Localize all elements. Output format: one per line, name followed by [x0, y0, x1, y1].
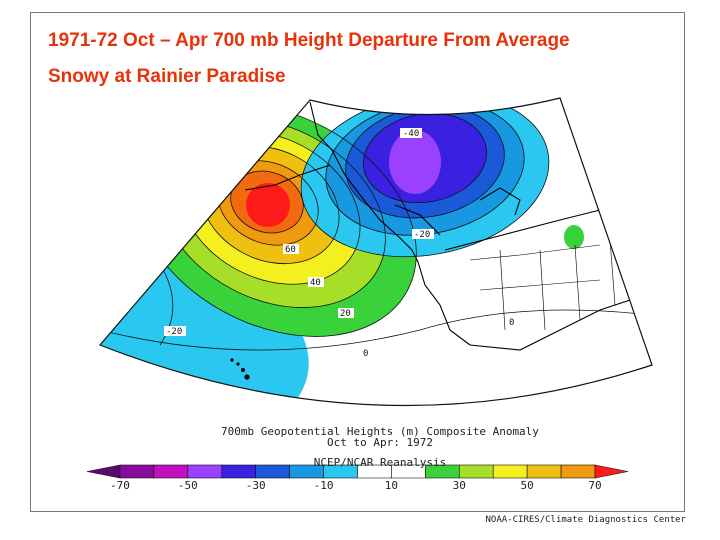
contour-label: 0	[509, 318, 514, 328]
coastlines	[244, 101, 651, 351]
contour-label: 0	[363, 349, 368, 359]
colorbar-tick-label: 50	[521, 479, 534, 492]
credit-text: NOAA-CIRES/Climate Diagnostics Center	[485, 515, 686, 525]
colorbar-tick-label: -10	[314, 479, 334, 492]
map-title: 1971-72 Oct – Apr 700 mb Height Departur…	[48, 30, 570, 51]
colorbar-tick-label: 10	[385, 479, 398, 492]
colorbar-tick-label: -70	[110, 479, 130, 492]
colorbar-tick-label: 70	[588, 479, 601, 492]
islands	[230, 358, 250, 380]
colorbar-tick-label: -30	[246, 479, 266, 492]
map-border	[98, 97, 653, 407]
caption-line-1: 700mb Geopotential Heights (m) Composite…	[221, 425, 539, 438]
contour-label: 40	[310, 278, 321, 288]
anomaly-field	[100, 98, 652, 406]
colorbar-right-arrow	[594, 464, 629, 479]
colorbar-segment	[119, 464, 155, 479]
colorbar: -70 -50 -30 -10 10 30 50 70	[86, 464, 629, 492]
colorbar-left-arrow	[86, 464, 121, 479]
caption-line-2: Oct to Apr: 1972	[327, 436, 433, 449]
state-borders	[469, 239, 616, 331]
contour-label: -20	[414, 230, 430, 240]
map-subtitle: Snowy at Rainier Paradise	[48, 66, 286, 87]
contour-label-group: -40 -20 60 40 20 0 -20 0	[164, 128, 518, 359]
colorbar-tick-label: 30	[453, 479, 466, 492]
colorbar-tick-label: -50	[178, 479, 198, 492]
contour-label: 60	[285, 245, 296, 255]
caption-line-3: NCEP/NCAR Reanalysis	[313, 456, 447, 469]
contour-label: -40	[403, 129, 419, 139]
contour-label: 20	[340, 309, 351, 319]
contour-label: -20	[166, 327, 182, 337]
figure-frame	[30, 12, 685, 512]
